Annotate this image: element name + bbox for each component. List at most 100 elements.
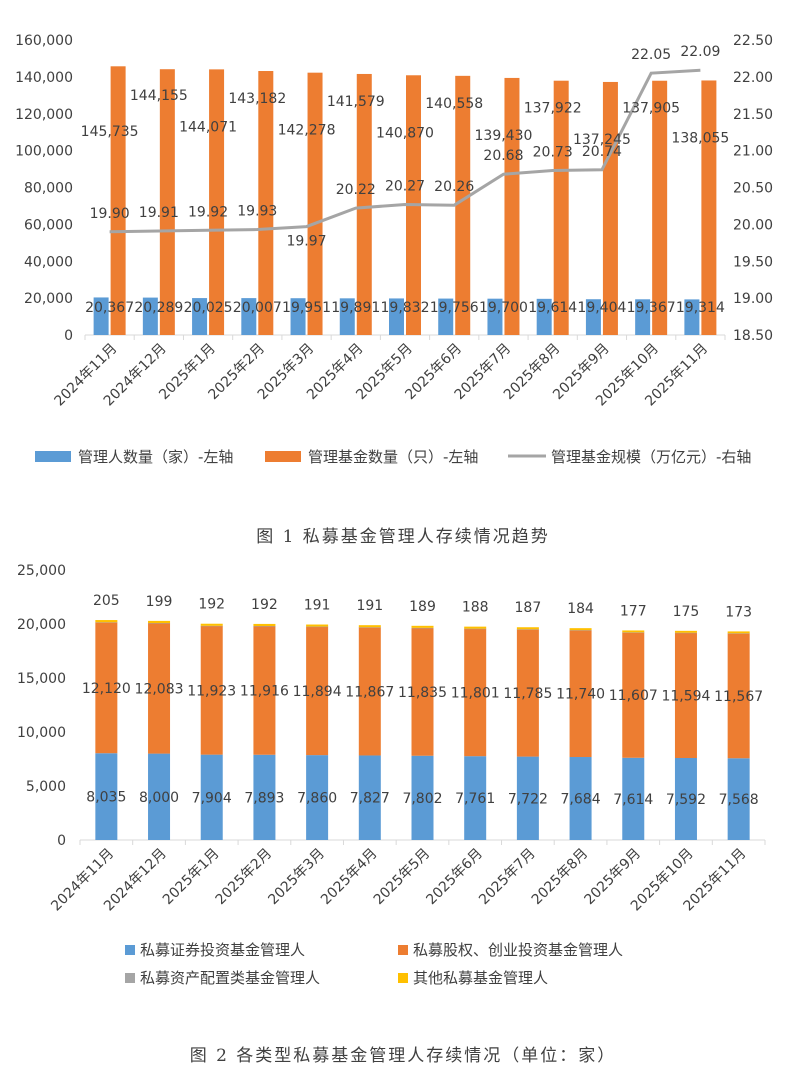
data-label-other: 188 (462, 600, 489, 616)
bar-manager-count (192, 298, 208, 335)
legend-label: 管理基金数量（只）-左轴 (308, 448, 478, 466)
data-label-manager-count: 20,007 (233, 300, 282, 316)
data-label-securities: 7,684 (561, 792, 601, 808)
data-label-equity: 11,923 (187, 683, 236, 699)
legend-label: 其他私募基金管理人 (413, 969, 548, 987)
data-label-manager-count: 19,404 (577, 300, 626, 316)
y-right-tick-label: 22.50 (733, 33, 773, 49)
data-label-manager-count: 20,025 (184, 300, 233, 316)
line-fund-scale (109, 68, 701, 234)
data-label-securities: 7,722 (508, 791, 548, 807)
bar-fund-count (701, 80, 717, 335)
stacked-bar-segment (622, 630, 645, 633)
data-label-other: 191 (356, 598, 383, 614)
x-tick-label: 2025年2月 (213, 846, 276, 909)
legend-swatch (35, 451, 71, 462)
data-label-other: 192 (198, 597, 225, 613)
stacked-bar-segment (727, 631, 750, 634)
data-label-fund-scale: 19.90 (90, 206, 130, 222)
data-label-fund-scale: 19.93 (237, 204, 277, 220)
data-label-equity: 11,785 (503, 686, 552, 702)
stacked-bar-segment (464, 626, 487, 629)
stacked-bar-segment (674, 630, 697, 633)
x-tick-label: 2025年6月 (423, 846, 486, 909)
stacked-bar-segment (253, 626, 276, 755)
stacked-bar-segment (411, 625, 434, 628)
bar-manager-count (93, 297, 109, 335)
stacked-bar-segment (411, 627, 434, 629)
bar-fund-count (504, 77, 520, 335)
y-tick-label: 20,000 (17, 617, 66, 633)
legend-swatch (125, 973, 135, 983)
data-label-fund-count: 137,905 (622, 101, 680, 117)
data-label-other: 177 (620, 603, 647, 619)
data-label-securities: 7,893 (244, 790, 284, 806)
data-label-equity: 11,801 (451, 685, 500, 701)
data-label-fund-count: 137,922 (524, 101, 582, 117)
figure-2-caption: 图 2 各类型私募基金管理人存续情况（单位：家） (189, 1046, 617, 1066)
legend-label: 管理人数量（家）-左轴 (78, 448, 233, 466)
stacked-bar-segment (148, 623, 171, 624)
stacked-bar-segment (622, 632, 645, 633)
bar-fund-count (356, 73, 372, 336)
stacked-bar-segment (200, 754, 223, 840)
x-tick-label: 2025年5月 (371, 846, 434, 909)
y-left-tick-label: 60,000 (24, 217, 73, 233)
stacked-bar-segment (569, 630, 592, 631)
data-label-fund-count: 142,278 (278, 123, 336, 139)
data-label-fund-scale: 20.73 (533, 145, 573, 161)
bar-fund-count (258, 71, 274, 336)
data-label-other: 189 (409, 599, 436, 615)
x-tick-label: 2025年3月 (265, 846, 328, 909)
y-tick-label: 0 (57, 833, 66, 849)
data-label-fund-count: 141,579 (327, 94, 385, 110)
stacked-bar-segment (95, 753, 118, 840)
data-label-manager-count: 20,367 (85, 300, 134, 316)
y-tick-label: 15,000 (17, 671, 66, 687)
legend-swatch (398, 945, 408, 955)
stacked-bar-segment (569, 628, 592, 631)
stacked-bar-segment (148, 620, 171, 624)
legend-label: 私募证券投资基金管理人 (140, 941, 305, 959)
data-label-fund-scale: 22.09 (680, 44, 720, 60)
stacked-bar-segment (727, 633, 750, 759)
bar-fund-count (652, 80, 668, 335)
data-label-fund-count: 143,182 (228, 91, 286, 107)
data-label-securities: 7,568 (719, 792, 759, 808)
stacked-bar-segment (95, 622, 118, 623)
y-right-tick-label: 18.50 (733, 328, 773, 344)
stacked-bar-segment (358, 625, 381, 628)
stacked-bar-segment (516, 756, 539, 840)
chart-1-manager-trend: 0 20,000 40,000 60,000 80,000 100,000 120,000 1… (15, 33, 773, 466)
bar-manager-count (536, 298, 552, 335)
data-label-equity: 11,607 (609, 688, 658, 704)
y-left-tick-label: 40,000 (24, 254, 73, 270)
data-label-equity: 12,083 (135, 681, 184, 697)
stacked-bar-segment (622, 757, 645, 840)
stacked-bar-segment (95, 620, 118, 623)
data-label-manager-count: 19,314 (676, 300, 725, 316)
y-left-tick-label: 0 (64, 328, 73, 344)
data-label-other: 191 (304, 598, 331, 614)
data-label-manager-count: 19,367 (627, 300, 676, 316)
stacked-bar-segment (358, 627, 381, 756)
stacked-bar-segment (674, 632, 697, 759)
stacked-bar-segment (306, 755, 329, 840)
y-right-tick-label: 22.00 (733, 70, 773, 86)
data-label-fund-scale: 19.97 (286, 234, 326, 250)
data-label-other: 184 (567, 601, 594, 617)
bar-manager-count (487, 298, 503, 335)
data-label-fund-count: 137,245 (573, 132, 631, 148)
data-label-manager-count: 19,700 (479, 300, 528, 316)
y-left-tick-label: 120,000 (15, 107, 73, 123)
bar-manager-count (290, 298, 306, 335)
y-left-tick-label: 140,000 (15, 70, 73, 86)
stacked-bar-segment (200, 625, 223, 755)
bar-fund-count (159, 69, 175, 335)
data-label-fund-scale: 20.22 (336, 182, 376, 198)
stacked-bar-segment (727, 758, 750, 840)
bar-fund-count (455, 75, 471, 335)
stacked-bar-segment (411, 627, 434, 756)
data-label-securities: 7,592 (666, 792, 706, 808)
stacked-bar-segment (253, 625, 276, 627)
